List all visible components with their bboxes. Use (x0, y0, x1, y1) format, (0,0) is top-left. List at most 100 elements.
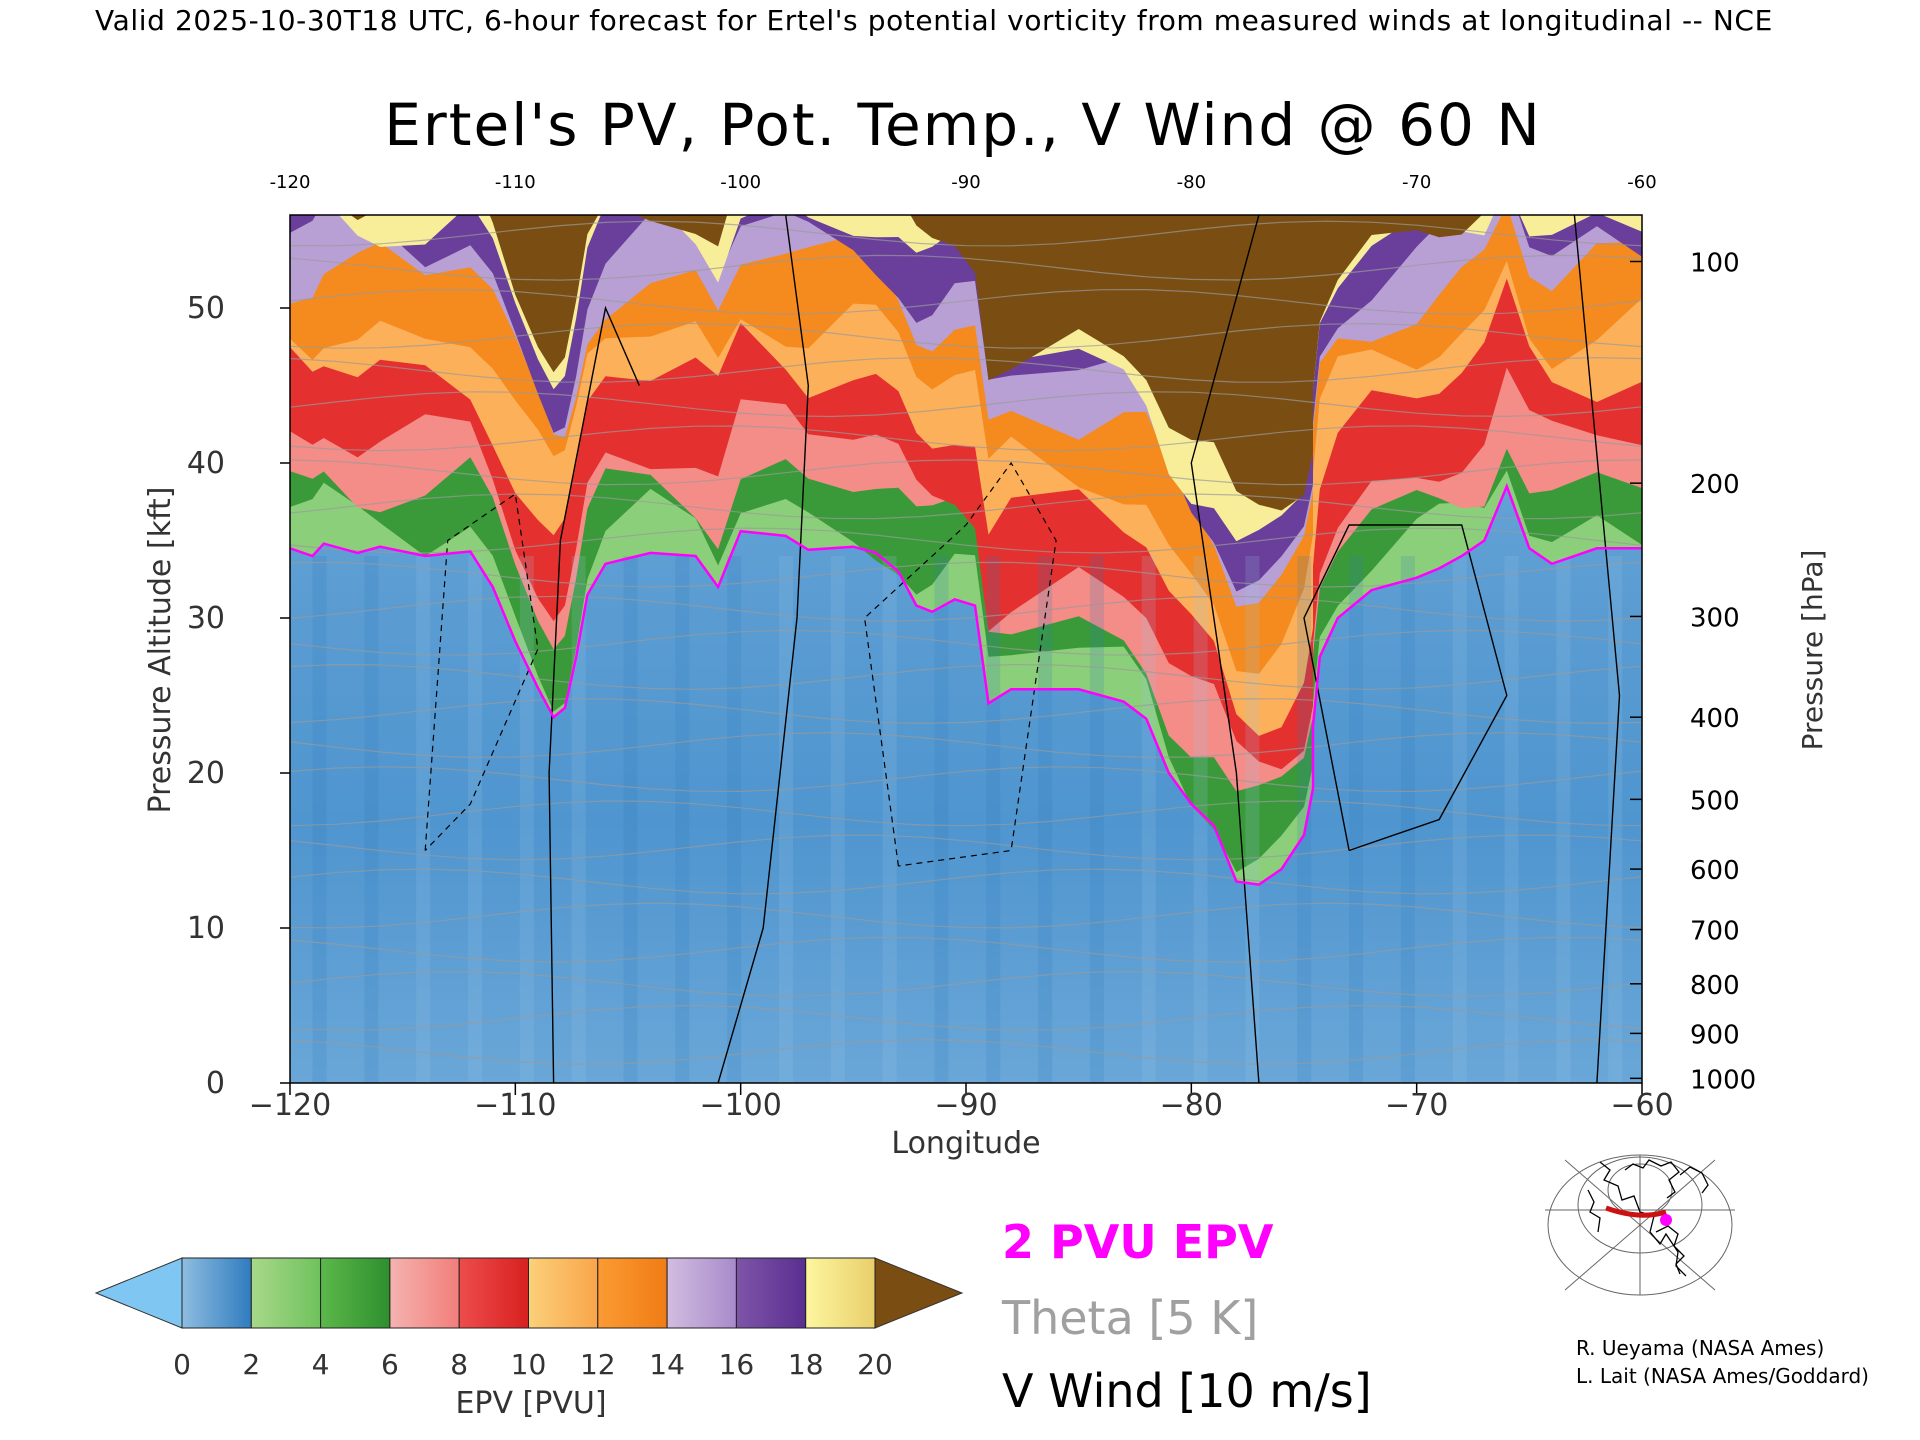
theta-contour (290, 1004, 1642, 1031)
theta-contour (290, 595, 1642, 622)
y-tick-label: 40 (187, 446, 225, 481)
theta-contour (290, 970, 1642, 997)
trop-shade (1089, 556, 1104, 1083)
v-wind-contour (548, 305, 640, 1083)
theta-contour (290, 561, 1642, 588)
trop-shade (1504, 556, 1519, 1083)
theta-contour (290, 800, 1642, 827)
colorbar-band (320, 1257, 391, 1329)
trop-shade (364, 556, 379, 1083)
top-x-tick-label: -110 (495, 172, 536, 193)
trop-shade (312, 556, 327, 1083)
top-x-tick-label: -120 (270, 172, 311, 193)
trop-shade (1452, 556, 1467, 1083)
trop-shade (778, 556, 793, 1083)
top-x-tick-label: -70 (1402, 172, 1431, 193)
legend-2pvu: 2 PVU EPV (1002, 1215, 1274, 1269)
legend-v-wind: V Wind [10 m/s] (1002, 1364, 1372, 1418)
trop-shade (519, 556, 534, 1083)
colorbar-band (181, 1257, 252, 1329)
v-wind-contours (424, 215, 1621, 1083)
v-wind-contour (1190, 215, 1260, 1083)
colorbar-tick-label: 6 (381, 1348, 399, 1381)
x-axis-label: Longitude (891, 1126, 1040, 1161)
top-x-tick-label: -90 (951, 172, 980, 193)
colorbar-band (735, 1257, 807, 1329)
trop-shade (1297, 556, 1312, 1083)
trop-shade (571, 556, 586, 1083)
x-tick-label: −60 (1610, 1088, 1673, 1123)
trop-shade (986, 556, 1001, 1083)
theta-contour (290, 288, 1642, 315)
theta-contour (290, 629, 1642, 656)
pressure-tick-label: 500 (1690, 786, 1740, 816)
trop-shade (1349, 556, 1364, 1083)
colorbar-tick-label: 20 (857, 1348, 893, 1381)
theta-contour (290, 254, 1642, 281)
top-x-tick-label: -80 (1177, 172, 1206, 193)
inset-marker (1660, 1214, 1672, 1226)
theta-contour (290, 766, 1642, 793)
colorbar-band (458, 1257, 530, 1329)
x-tick-label: −70 (1385, 1088, 1448, 1123)
pressure-tick-label: 300 (1690, 603, 1740, 633)
theta-contour (290, 732, 1642, 759)
colorbar-tick-label: 16 (719, 1348, 755, 1381)
colorbar-band (250, 1257, 322, 1329)
colorbar-tick-label: 8 (450, 1348, 468, 1381)
location-inset-map (1540, 1150, 1740, 1300)
colorbar-tick-label: 14 (649, 1348, 685, 1381)
theta-contour (290, 220, 1642, 247)
stratosphere-bands (290, 215, 1642, 885)
y-axis-left: 0 10 20 30 40 50 (187, 291, 290, 1101)
trop-shade (623, 556, 638, 1083)
colorbar-under-arrow (94, 1257, 183, 1329)
colorbar-band (597, 1257, 668, 1329)
credit-line-1: R. Ueyama (NASA Ames) (1576, 1336, 1824, 1360)
trop-shade (727, 556, 742, 1083)
theta-contour (290, 902, 1642, 929)
theta-contour (290, 834, 1642, 861)
chart-title: Ertel's PV, Pot. Temp., V Wind @ 60 N (384, 91, 1541, 159)
v-wind-contour (717, 215, 810, 1083)
trop-shade (416, 556, 431, 1083)
y-tick-label: 0 (206, 1066, 225, 1101)
trop-shade (1556, 556, 1571, 1083)
x-tick-label: −120 (249, 1088, 331, 1123)
pressure-tick-label: 900 (1690, 1020, 1740, 1050)
colorbar-tick-label: 12 (580, 1348, 616, 1381)
theta-contour (290, 459, 1642, 486)
trop-shade (1608, 556, 1623, 1083)
v-wind-contour-negative (863, 461, 1057, 867)
trop-shade (882, 556, 897, 1083)
trop-shade (675, 556, 690, 1083)
colorbar-tick-label: 10 (511, 1348, 547, 1381)
x-axis-bottom: −120 −110 −100 −90 −80 −70 −60 (249, 1083, 1674, 1123)
2pvu-contour (290, 482, 1642, 886)
colorbar-band (528, 1257, 599, 1329)
y-axis-right: 100 200 300 400 500 600 700 800 900 1000 (1630, 249, 1756, 1095)
trop-shade (1141, 556, 1156, 1083)
plot-area (290, 215, 1642, 1083)
colorbar-band (389, 1257, 460, 1329)
legend-theta: Theta [5 K] (1001, 1291, 1258, 1345)
credit-line-2: L. Lait (NASA Ames/Goddard) (1576, 1364, 1869, 1388)
trop-shade (468, 556, 483, 1083)
theta-contour (290, 663, 1642, 690)
theta-contour (290, 493, 1642, 520)
x-tick-label: −100 (699, 1088, 781, 1123)
x-axis-top: -120 -110 -100 -90 -80 -70 -60 (270, 172, 1657, 193)
theta-contour (290, 527, 1642, 554)
theta-contour (290, 936, 1642, 963)
trop-shade (1245, 556, 1260, 1083)
v-wind-contour (1573, 215, 1621, 1083)
pressure-tick-label: 600 (1690, 856, 1740, 886)
pressure-tick-label: 400 (1690, 704, 1740, 734)
top-x-tick-label: -60 (1627, 172, 1656, 193)
pressure-tick-label: 800 (1690, 971, 1740, 1001)
colorbar-band (805, 1257, 876, 1329)
y-tick-label: 10 (187, 911, 225, 946)
theta-contour (290, 868, 1642, 895)
colorbar-label: EPV [PVU] (455, 1386, 606, 1421)
